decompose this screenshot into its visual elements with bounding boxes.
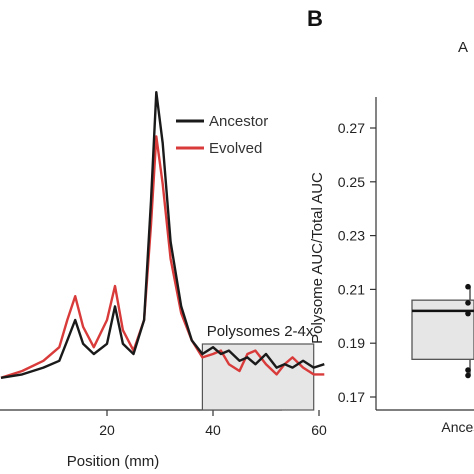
panel-a-legend: Ancestor Evolved: [176, 113, 268, 157]
box-data-point: [465, 283, 471, 290]
panel-b-y-tick-label: 0.21: [338, 281, 365, 297]
panel-b-category-label: Ancestor: [441, 419, 474, 435]
panel-b-y-tick-label: 0.17: [338, 389, 365, 405]
panel-b-title-fragment: A: [458, 39, 468, 56]
series-line-evolved: [0, 135, 325, 379]
panel-a-x-tick-label: 20: [99, 422, 115, 438]
panel-a-x-tick-label: 40: [205, 422, 221, 438]
panel-b-y-tick-label: 0.19: [338, 335, 365, 351]
panel-a-series-lines: [0, 91, 325, 379]
box-data-point: [465, 367, 471, 373]
panel-b-letter: B: [307, 6, 323, 31]
legend-ancestor-label: Ancestor: [209, 113, 268, 130]
box-data-point: [465, 300, 471, 306]
box-data-point: [465, 372, 471, 379]
series-line-ancestor: [0, 91, 325, 379]
panel-b-chart: B A 0.27 0.25 0.23 0.21 0.19 0.17 Polysome AU…: [307, 6, 474, 435]
panel-b-y-axis-label: Polysome AUC/Total AUC: [309, 172, 326, 344]
panel-b-y-tick-label: 0.23: [338, 228, 365, 244]
polysomes-region-label: Polysomes 2-4x: [207, 323, 314, 340]
panel-b-y-tick-label: 0.25: [338, 174, 365, 190]
panel-b-box-plot: [411, 283, 474, 379]
panel-b-y-tick-label: 0.27: [338, 120, 365, 136]
box-iqr: [411, 299, 474, 360]
panel-a-x-axis-label: Position (mm): [67, 453, 160, 470]
panel-a-x-ticks: 20 40 60: [99, 410, 327, 438]
panel-b-y-ticks: 0.27 0.25 0.23 0.21 0.19 0.17: [338, 120, 376, 405]
panel-a-chart: 20 40 60 Position (mm) Polysomes 2-4x Ance…: [0, 91, 327, 470]
panel-a-x-tick-label: 60: [311, 422, 327, 438]
legend-evolved-label: Evolved: [209, 140, 262, 157]
box-data-point: [465, 310, 471, 317]
